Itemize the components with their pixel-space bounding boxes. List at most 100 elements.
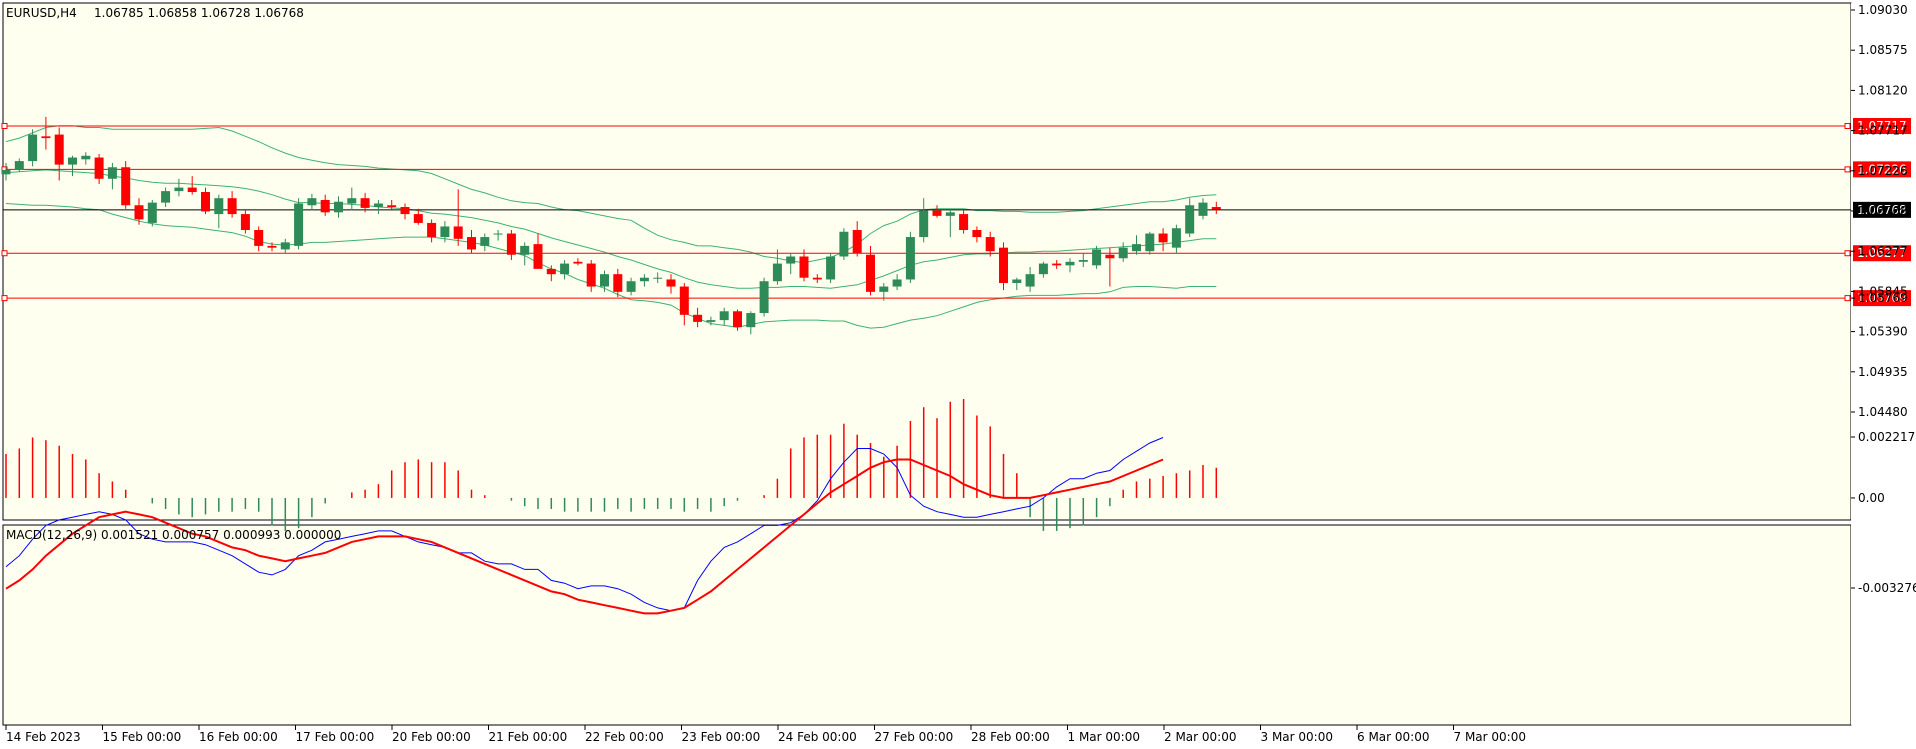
candle-body [546, 268, 556, 275]
candle [1025, 267, 1035, 292]
middle-band-line [5, 169, 1217, 289]
candle-body [759, 281, 769, 314]
candle-body [1, 169, 11, 175]
level-handle-right[interactable] [1844, 295, 1851, 302]
level-handle-right[interactable] [1844, 250, 1851, 257]
time-tick-label: 14 Feb 2023 [6, 730, 81, 744]
candle-body [1065, 261, 1075, 266]
candle [347, 187, 357, 211]
candle-body [480, 237, 490, 246]
candle [373, 199, 383, 215]
candle-body [959, 214, 969, 230]
candle [1145, 231, 1155, 255]
candle [799, 249, 809, 282]
macd-panel[interactable] [2, 524, 1852, 726]
candle [147, 199, 157, 227]
candle [14, 158, 24, 172]
candle [453, 189, 463, 246]
candle [107, 162, 117, 190]
candle-body [440, 226, 450, 238]
candle-body [201, 192, 210, 212]
candle-body [1211, 207, 1221, 210]
candle [1012, 277, 1022, 291]
candle-body [334, 201, 343, 213]
candle-body [666, 279, 676, 287]
candle [573, 258, 583, 266]
candle [733, 309, 742, 331]
candle [892, 274, 902, 291]
candle [1105, 247, 1115, 287]
candle-body [107, 167, 117, 179]
level-price-tag [1853, 118, 1911, 135]
candle [227, 191, 237, 218]
price-tick-label: 1.05845 [1858, 284, 1908, 298]
time-tick-label: 22 Feb 00:00 [585, 730, 664, 744]
candle [959, 210, 969, 234]
candle [267, 242, 277, 252]
macd-axis-ticks: 0.002217 0.00 -0.003276 [1851, 430, 1916, 595]
candle [653, 272, 663, 284]
candle [639, 274, 649, 287]
candle-body [1012, 279, 1022, 284]
time-axis: 14 Feb 2023 15 Feb 00:00 16 Feb 00:00 17 Fe… [5, 725, 1526, 744]
candle-body [161, 191, 171, 203]
candle-body [14, 161, 24, 170]
level-price-label: 1.05769 [1857, 291, 1907, 305]
candle [586, 260, 596, 292]
candle-body [1118, 247, 1128, 259]
candle-body [573, 261, 583, 264]
candle [839, 228, 849, 261]
candle-body [866, 254, 875, 292]
candle-body [533, 244, 543, 269]
candle [1078, 252, 1088, 268]
candle [560, 260, 570, 280]
candle-body [945, 212, 955, 216]
price-tick-label: 1.08575 [1858, 43, 1908, 57]
level-handle-left[interactable] [1, 250, 8, 257]
time-tick-label: 24 Feb 00:00 [778, 730, 857, 744]
candle [613, 268, 623, 298]
horizontal-levels[interactable]: 1.07717 1.07226 1.06277 1.05769 1.06768 [1, 118, 1911, 307]
candle-body [94, 157, 104, 179]
candle-body [427, 222, 437, 238]
candle-body [121, 167, 131, 206]
candle [546, 265, 556, 282]
candle [852, 221, 862, 257]
candle [1065, 258, 1075, 273]
candle [1092, 245, 1102, 269]
candle [972, 226, 982, 243]
candle-body [1052, 263, 1062, 266]
candle-body [639, 277, 649, 282]
candle [307, 193, 317, 211]
ohlc-values: 1.06785 1.06858 1.06728 1.06768 [94, 6, 304, 20]
candle-body [1145, 233, 1155, 252]
candle-body [772, 263, 782, 282]
candle-body [693, 314, 703, 322]
price-axis-ticks: 1.09030 1.08575 1.08120 1.07717 1.07226 1.067… [1851, 3, 1908, 419]
candle-body [1078, 260, 1088, 262]
level-handle-left[interactable] [1, 123, 8, 130]
candle [812, 274, 822, 284]
symbol-label: EURUSD,H4 [6, 6, 77, 20]
upper-band-line [5, 125, 1217, 264]
candle-body [320, 199, 330, 213]
candle [919, 198, 929, 243]
candle [400, 203, 410, 220]
candle [214, 194, 224, 229]
candle-body [360, 198, 370, 208]
candle [866, 245, 875, 296]
price-tick-label: 1.04480 [1858, 405, 1908, 419]
current-price-tag [1853, 201, 1911, 218]
candle [360, 192, 370, 213]
candle [985, 231, 995, 257]
level-handle-right[interactable] [1844, 166, 1851, 173]
level-handle-left[interactable] [1, 295, 8, 302]
time-tick-label: 23 Feb 00:00 [682, 730, 761, 744]
candle-body [613, 274, 623, 292]
candle-body [41, 136, 51, 139]
level-handle-right[interactable] [1844, 123, 1851, 130]
candle-body [214, 198, 224, 215]
candle [932, 205, 942, 218]
candle-body [307, 198, 317, 206]
